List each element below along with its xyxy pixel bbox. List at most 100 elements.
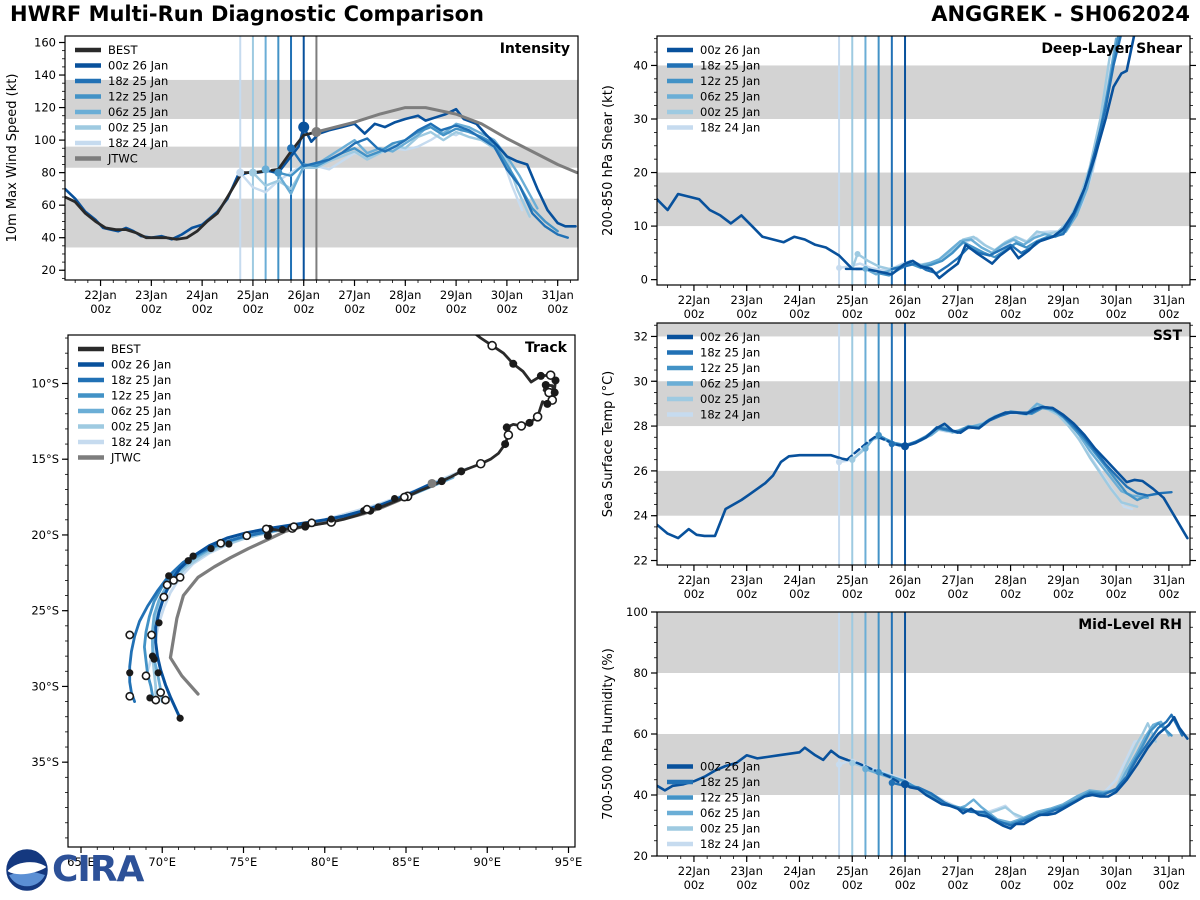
svg-text:27Jan: 27Jan [942, 573, 974, 587]
svg-text:00z: 00z [1159, 587, 1180, 601]
svg-text:31Jan: 31Jan [1153, 864, 1185, 878]
svg-text:95°E: 95°E [555, 855, 583, 869]
svg-text:18z 25 Jan: 18z 25 Jan [700, 59, 760, 73]
svg-text:00z: 00z [684, 307, 705, 321]
track-chart: 65°E 70°E 75°E 80°E 85°E 90°E 95°E 10°S 15°S 20°S… [31, 334, 583, 869]
svg-text:00z: 00z [895, 878, 916, 892]
svg-text:00z: 00z [547, 302, 568, 316]
svg-text:23Jan: 23Jan [731, 293, 763, 307]
svg-text:32: 32 [633, 329, 648, 343]
svg-text:Deep-Layer Shear: Deep-Layer Shear [1041, 41, 1182, 57]
shear-panel: 22Jan 00z 23Jan 00z 24Jan 00z 25Jan 00z 26Jan 00z… [600, 28, 1200, 328]
svg-text:60: 60 [633, 727, 648, 741]
svg-text:85°E: 85°E [392, 855, 420, 869]
svg-text:28Jan: 28Jan [994, 293, 1026, 307]
svg-text:00z: 00z [446, 302, 467, 316]
svg-text:00z 25 Jan: 00z 25 Jan [111, 420, 171, 434]
svg-text:BEST: BEST [111, 342, 141, 356]
svg-text:31Jan: 31Jan [541, 288, 573, 302]
svg-text:18z 25 Jan: 18z 25 Jan [111, 373, 171, 387]
svg-text:00z: 00z [1053, 307, 1074, 321]
svg-text:00z 25 Jan: 00z 25 Jan [108, 121, 168, 135]
svg-text:35°S: 35°S [31, 755, 59, 769]
svg-text:24Jan: 24Jan [186, 288, 218, 302]
svg-text:00z: 00z [947, 587, 968, 601]
svg-text:100: 100 [626, 605, 648, 619]
svg-text:70°E: 70°E [148, 855, 176, 869]
svg-text:00z: 00z [1159, 307, 1180, 321]
svg-text:80°E: 80°E [311, 855, 339, 869]
svg-text:06z 25 Jan: 06z 25 Jan [111, 404, 171, 418]
svg-text:80: 80 [633, 666, 648, 680]
svg-text:10°S: 10°S [31, 376, 59, 390]
svg-text:18z 24 Jan: 18z 24 Jan [700, 837, 760, 851]
svg-text:00z: 00z [895, 587, 916, 601]
svg-text:JTWC: JTWC [110, 451, 141, 465]
svg-text:SST: SST [1153, 328, 1183, 344]
svg-text:60: 60 [41, 198, 56, 212]
shear-chart: 22Jan00z23Jan00z24Jan00z25Jan00z26Jan00z… [601, 35, 1196, 321]
svg-text:Track: Track [525, 340, 568, 356]
svg-text:00z 25 Jan: 00z 25 Jan [700, 105, 760, 119]
agency-logos: CIRA [6, 848, 144, 892]
svg-text:28: 28 [633, 419, 648, 433]
svg-text:06z 25 Jan: 06z 25 Jan [700, 377, 760, 391]
svg-text:00z: 00z [344, 302, 365, 316]
svg-text:00z: 00z [789, 878, 810, 892]
svg-text:28Jan: 28Jan [994, 573, 1026, 587]
svg-text:26Jan: 26Jan [889, 573, 921, 587]
svg-text:Intensity: Intensity [500, 41, 570, 57]
svg-text:40: 40 [41, 231, 56, 245]
svg-text:00z 26 Jan: 00z 26 Jan [111, 358, 171, 372]
svg-text:00z: 00z [243, 302, 264, 316]
svg-text:27Jan: 27Jan [942, 864, 974, 878]
svg-text:120: 120 [34, 101, 56, 115]
svg-text:00z: 00z [1053, 878, 1074, 892]
svg-text:24Jan: 24Jan [783, 293, 815, 307]
storm-title: ANGGREK - SH062024 [931, 2, 1190, 26]
svg-text:200-850 hPa Shear (kt): 200-850 hPa Shear (kt) [601, 85, 616, 236]
svg-text:23Jan: 23Jan [135, 288, 167, 302]
svg-text:00z: 00z [895, 307, 916, 321]
svg-text:00z: 00z [842, 878, 863, 892]
rh-chart: 22Jan00z23Jan00z24Jan00z25Jan00z26Jan00z… [601, 605, 1196, 892]
svg-text:30Jan: 30Jan [491, 288, 523, 302]
svg-text:25°S: 25°S [31, 604, 59, 618]
svg-text:00z: 00z [736, 307, 757, 321]
svg-text:BEST: BEST [108, 43, 138, 57]
svg-text:40: 40 [633, 788, 648, 802]
svg-text:18z 25 Jan: 18z 25 Jan [108, 74, 168, 88]
svg-text:28Jan: 28Jan [389, 288, 421, 302]
svg-text:00z: 00z [1000, 878, 1021, 892]
svg-text:22Jan: 22Jan [84, 288, 116, 302]
svg-text:00z: 00z [947, 307, 968, 321]
svg-text:00z: 00z [497, 302, 518, 316]
noaa-logo [6, 849, 48, 891]
svg-text:90°E: 90°E [473, 855, 501, 869]
intensity-chart: 22Jan00z23Jan00z24Jan00z25Jan00z26Jan00z… [5, 35, 579, 316]
svg-text:00z 26 Jan: 00z 26 Jan [700, 330, 760, 344]
svg-text:00z: 00z [293, 302, 314, 316]
svg-text:00z: 00z [789, 307, 810, 321]
svg-text:JTWC: JTWC [107, 152, 138, 166]
svg-text:06z 25 Jan: 06z 25 Jan [700, 806, 760, 820]
svg-text:26Jan: 26Jan [889, 293, 921, 307]
svg-text:00z: 00z [842, 587, 863, 601]
svg-text:25Jan: 25Jan [836, 864, 868, 878]
svg-text:22Jan: 22Jan [678, 864, 710, 878]
svg-text:00z 26 Jan: 00z 26 Jan [700, 43, 760, 57]
svg-text:30Jan: 30Jan [1100, 864, 1132, 878]
svg-text:00z: 00z [1106, 587, 1127, 601]
svg-text:00z: 00z [192, 302, 213, 316]
svg-text:23Jan: 23Jan [731, 573, 763, 587]
svg-text:0: 0 [641, 273, 648, 287]
svg-text:100: 100 [34, 133, 56, 147]
svg-text:00z: 00z [736, 587, 757, 601]
svg-text:20: 20 [41, 263, 56, 277]
svg-text:15°S: 15°S [31, 452, 59, 466]
svg-text:00z: 00z [1159, 878, 1180, 892]
svg-text:29Jan: 29Jan [440, 288, 472, 302]
svg-text:00z 25 Jan: 00z 25 Jan [700, 822, 760, 836]
svg-text:00z: 00z [1053, 587, 1074, 601]
